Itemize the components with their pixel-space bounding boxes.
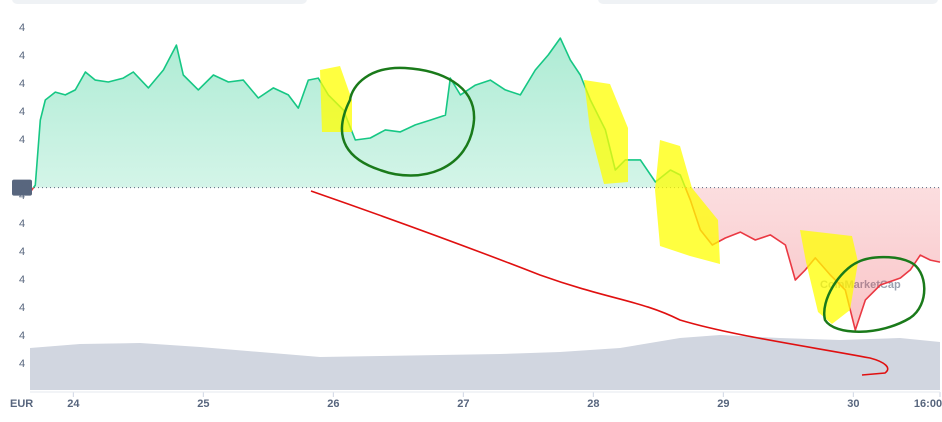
arrow-annotation — [310, 190, 889, 376]
circle-annotation — [822, 255, 926, 333]
x-tick-label: 29 — [717, 398, 729, 410]
y-tick-label: 4 — [19, 78, 25, 90]
top-tab — [598, 0, 938, 4]
highlight — [655, 140, 720, 264]
x-tick-label: 25 — [197, 398, 209, 410]
x-tick-label: 26 — [327, 398, 339, 410]
y-tick-label: 4 — [19, 330, 25, 342]
price-area — [30, 38, 940, 188]
price-line — [32, 37, 687, 188]
y-tick-label: 4 — [19, 218, 25, 230]
x-tick-label: 28 — [587, 398, 599, 410]
x-tick-label: 16:00 — [914, 398, 942, 410]
x-tick-label: 30 — [847, 398, 859, 410]
baseline-tag — [12, 179, 32, 196]
top-tab — [12, 0, 307, 4]
y-tick-label: 4 — [19, 246, 25, 258]
circle-annotation — [340, 66, 476, 177]
price-line — [29, 187, 941, 331]
x-tick-label: 27 — [457, 398, 469, 410]
annotations — [310, 66, 926, 376]
y-tick-label: 4 — [19, 190, 25, 202]
volume-area — [30, 335, 940, 390]
y-tick-label: 4 — [19, 358, 25, 370]
y-tick-label: 4 — [19, 274, 25, 286]
unit-label: EUR — [10, 398, 33, 410]
y-tick-label: 4 — [19, 22, 25, 34]
highlight — [320, 66, 352, 132]
baseline-label: 4 — [19, 182, 25, 194]
y-tick-label: 4 — [19, 50, 25, 62]
highlight — [584, 80, 628, 184]
y-tick-label: 4 — [19, 302, 25, 314]
highlight — [800, 230, 858, 324]
x-tick-label: 24 — [67, 398, 80, 410]
y-tick-label: 4 — [19, 106, 25, 118]
y-tick-label: 4 — [19, 134, 25, 146]
